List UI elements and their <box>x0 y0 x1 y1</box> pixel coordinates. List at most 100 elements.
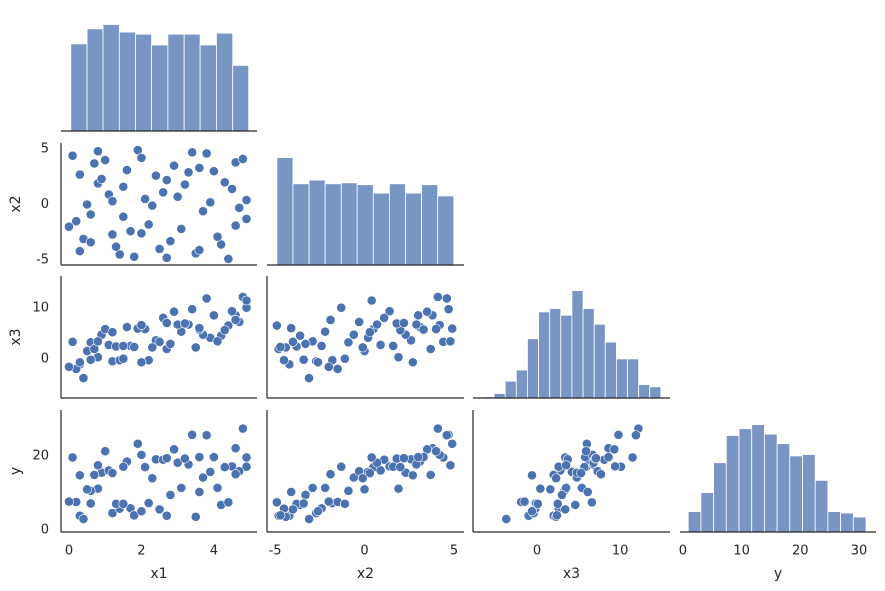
scatter-point <box>161 252 172 263</box>
x-tick-label: 0 <box>533 544 541 559</box>
histogram-panel <box>680 424 876 533</box>
scatter-point <box>320 482 331 493</box>
scatter-point <box>67 150 78 161</box>
scatter-point <box>372 319 382 330</box>
scatter-point <box>413 310 424 321</box>
scatter-point <box>143 219 154 230</box>
x-tick-label: 0 <box>65 544 73 559</box>
hist-bar <box>167 33 185 132</box>
scatter-point <box>288 336 298 347</box>
scatter-point <box>205 467 216 477</box>
histogram-panel <box>61 24 257 132</box>
scatter-point <box>187 304 198 315</box>
scatter-panel <box>266 276 464 399</box>
scatter-point <box>609 444 620 455</box>
scatter-point <box>313 506 323 517</box>
scatter-point <box>432 292 443 302</box>
scatter-point <box>241 214 252 224</box>
scatter-point <box>431 324 441 334</box>
scatter-point <box>407 357 418 368</box>
scatter-point <box>96 174 107 184</box>
scatter-point <box>136 228 147 239</box>
scatter-point <box>591 453 601 464</box>
scatter-point <box>307 482 318 493</box>
scatter-point <box>180 179 190 190</box>
scatter-point <box>132 438 143 449</box>
scatter-point <box>241 195 252 205</box>
scatter-point <box>198 206 208 217</box>
scatter-point <box>407 470 418 481</box>
hist-bar <box>627 358 640 399</box>
scatter-point <box>161 453 172 464</box>
hist-bar <box>593 323 606 399</box>
x-tick-label: 0 <box>679 544 687 559</box>
y-tick-label: -5 <box>36 253 49 268</box>
scatter-point <box>422 306 433 317</box>
scatter-point <box>187 147 198 158</box>
scatter-point <box>384 306 395 317</box>
y-tick-label: 20 <box>32 448 49 463</box>
scatter-point <box>223 253 234 264</box>
scatter-point <box>194 487 205 497</box>
hist-bar <box>199 44 217 132</box>
scatter-point <box>190 511 201 522</box>
hist-bar <box>814 479 829 533</box>
scatter-point <box>85 209 96 220</box>
hist-bar <box>789 455 803 533</box>
scatter-point <box>118 211 129 222</box>
scatter-point <box>230 443 241 454</box>
hist-bar <box>183 33 201 132</box>
hist-bar <box>776 443 791 533</box>
scatter-point <box>279 355 289 366</box>
scatter-point <box>122 165 132 175</box>
scatter-point <box>343 337 354 348</box>
scatter-panel <box>60 143 257 266</box>
scatter-point <box>118 181 129 192</box>
scatter-point <box>325 314 336 325</box>
scatter-point <box>205 197 216 208</box>
scatter-point <box>194 323 205 333</box>
scatter-point <box>118 461 129 472</box>
scatter-point <box>136 449 147 460</box>
scatter-point <box>343 485 354 496</box>
hist-bar <box>372 192 390 266</box>
scatter-point <box>366 295 377 306</box>
hist-bar <box>571 290 584 399</box>
scatter-point <box>379 312 390 323</box>
scatter-point <box>190 342 201 353</box>
x-axis-label: y <box>774 566 782 582</box>
scatter-point <box>581 446 591 457</box>
scatter-panel <box>60 410 257 533</box>
scatter-point <box>445 336 456 347</box>
scatter-point <box>64 361 74 372</box>
scatter-point <box>107 196 118 207</box>
scatter-point <box>227 184 237 194</box>
scatter-point <box>364 468 375 478</box>
scatter-point <box>234 202 245 213</box>
scatter-point <box>172 191 183 202</box>
scatter-point <box>111 241 121 252</box>
scatter-point <box>398 318 409 328</box>
scatter-panel <box>60 276 257 399</box>
y-tick-label: 0 <box>41 197 49 212</box>
scatter-point <box>107 468 118 478</box>
scatter-point <box>560 504 571 515</box>
scatter-point <box>298 354 309 365</box>
hist-bar <box>340 182 358 266</box>
scatter-point <box>74 246 85 257</box>
hist-bar <box>738 428 753 533</box>
scatter-point <box>219 462 230 473</box>
scatter-point <box>357 342 368 353</box>
scatter-point <box>154 336 165 347</box>
scatter-point <box>271 320 282 331</box>
scatter-point <box>320 326 331 337</box>
x-tick-label: 30 <box>851 544 868 559</box>
scatter-point <box>300 490 311 500</box>
scatter-point <box>147 473 158 484</box>
hist-bar <box>421 184 439 266</box>
scatter-point <box>169 306 179 317</box>
y-axis-label: x2 <box>8 195 24 212</box>
scatter-point <box>519 496 530 507</box>
scatter-point <box>89 158 100 169</box>
hist-bar <box>638 384 651 399</box>
